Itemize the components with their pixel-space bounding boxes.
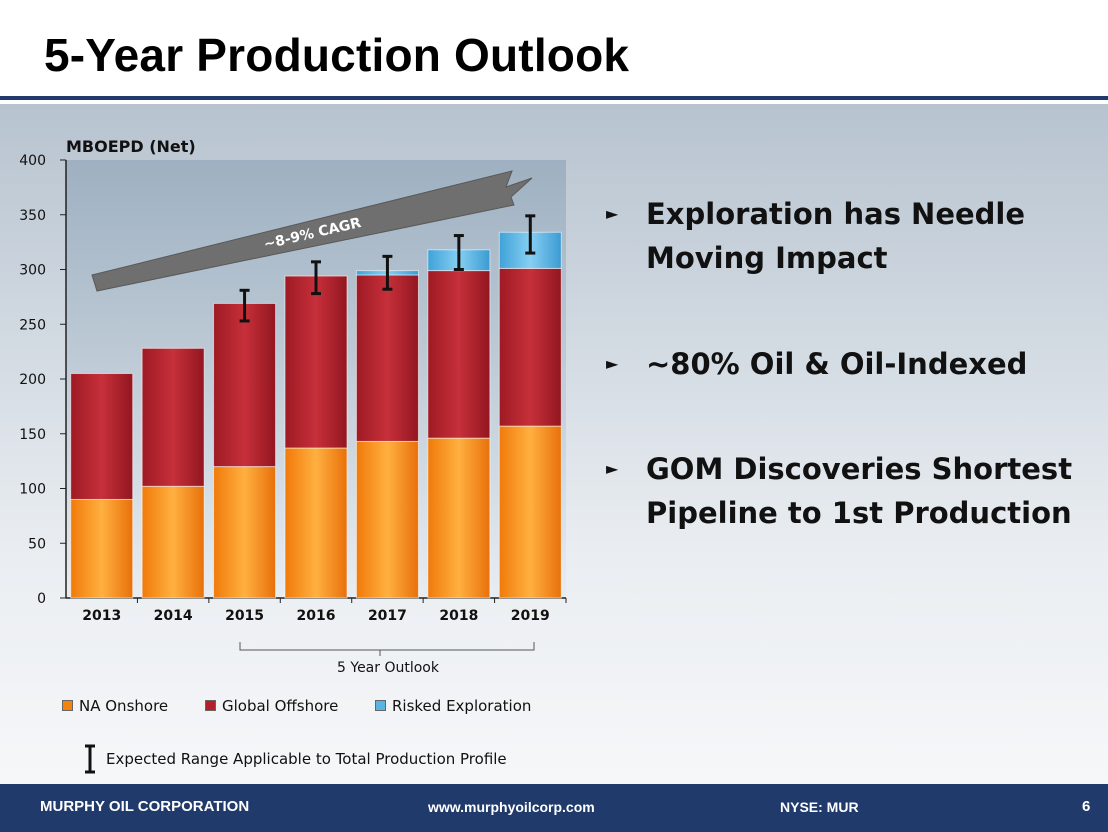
legend-label: Risked Exploration xyxy=(392,697,532,715)
bar-segment xyxy=(498,267,562,427)
footer-company: MURPHY OIL CORPORATION xyxy=(40,798,250,815)
bar-segment xyxy=(141,485,205,599)
y-axis-label: MBOEPD (Net) xyxy=(66,137,196,156)
y-tick-label: 400 xyxy=(19,153,46,169)
footer-ticker: NYSE: MUR xyxy=(780,799,859,815)
cagr-arrow-shape xyxy=(91,170,533,292)
bar-segment xyxy=(213,466,277,599)
bar-segment xyxy=(498,425,562,599)
title-bar: 5-Year Production Outlook xyxy=(0,0,1108,100)
legend-swatch xyxy=(205,700,216,711)
range-note: Expected Range Applicable to Total Produ… xyxy=(84,744,584,774)
bar-segment xyxy=(355,274,419,442)
footer: MURPHY OIL CORPORATION www.murphyoilcorp… xyxy=(0,784,1108,832)
x-tick-label: 2015 xyxy=(225,608,264,624)
bar-segment xyxy=(355,440,419,599)
outlook-bracket: 5 Year Outlook xyxy=(239,642,535,676)
footer-website: www.murphyoilcorp.com xyxy=(428,799,595,815)
slide-title: 5-Year Production Outlook xyxy=(44,29,630,81)
y-tick-label: 100 xyxy=(19,482,46,498)
legend-label: NA Onshore xyxy=(79,697,169,715)
bullet-text: Exploration has Needle Moving Impact xyxy=(646,197,1026,275)
chart-bars xyxy=(70,231,562,599)
error-range-icon xyxy=(85,744,95,774)
bar-segment xyxy=(284,275,348,449)
outlook-label: 5 Year Outlook xyxy=(337,660,440,676)
bullet-marker-icon: ► xyxy=(606,204,619,223)
y-tick-label: 50 xyxy=(28,536,46,552)
bullet-text: ~80% Oil & Oil-Indexed xyxy=(646,347,1028,381)
bar-segment xyxy=(213,302,277,468)
chart-legend: NA Onshore Global Offshore Risked Explor… xyxy=(62,696,582,716)
y-tick-label: 350 xyxy=(19,208,46,224)
bar-segment xyxy=(427,270,491,439)
y-tick-label: 250 xyxy=(19,317,46,333)
range-note-label: Expected Range Applicable to Total Produ… xyxy=(106,750,507,768)
bar-segment xyxy=(70,498,134,599)
y-tick-label: 0 xyxy=(37,591,46,607)
bar-segment xyxy=(141,347,205,487)
bullet-marker-icon: ► xyxy=(606,354,619,373)
x-tick-label: 2019 xyxy=(511,608,550,624)
legend-label: Global Offshore xyxy=(222,697,339,715)
chart-x-ticks: 2013 2014 2015 2016 2017 2018 2019 xyxy=(82,598,567,624)
x-tick-label: 2018 xyxy=(439,608,478,624)
y-tick-label: 150 xyxy=(19,427,46,443)
legend-swatch xyxy=(375,700,386,711)
chart-error-bars xyxy=(239,214,536,323)
bar-segment xyxy=(70,373,134,500)
x-tick-label: 2016 xyxy=(297,608,336,624)
y-tick-label: 200 xyxy=(19,372,46,388)
y-tick-label: 300 xyxy=(19,263,46,279)
bullet-marker-icon: ► xyxy=(606,459,619,478)
x-tick-label: 2014 xyxy=(154,608,193,624)
x-tick-label: 2013 xyxy=(82,608,121,624)
outlook-brace xyxy=(239,642,535,656)
bar-segment xyxy=(427,437,491,599)
bullet-text: GOM Discoveries Shortest Pipeline to 1st… xyxy=(646,452,1073,530)
legend-swatch xyxy=(62,700,73,711)
x-tick-label: 2017 xyxy=(368,608,407,624)
page-number: 6 xyxy=(1082,798,1091,815)
bar-segment xyxy=(284,447,348,599)
